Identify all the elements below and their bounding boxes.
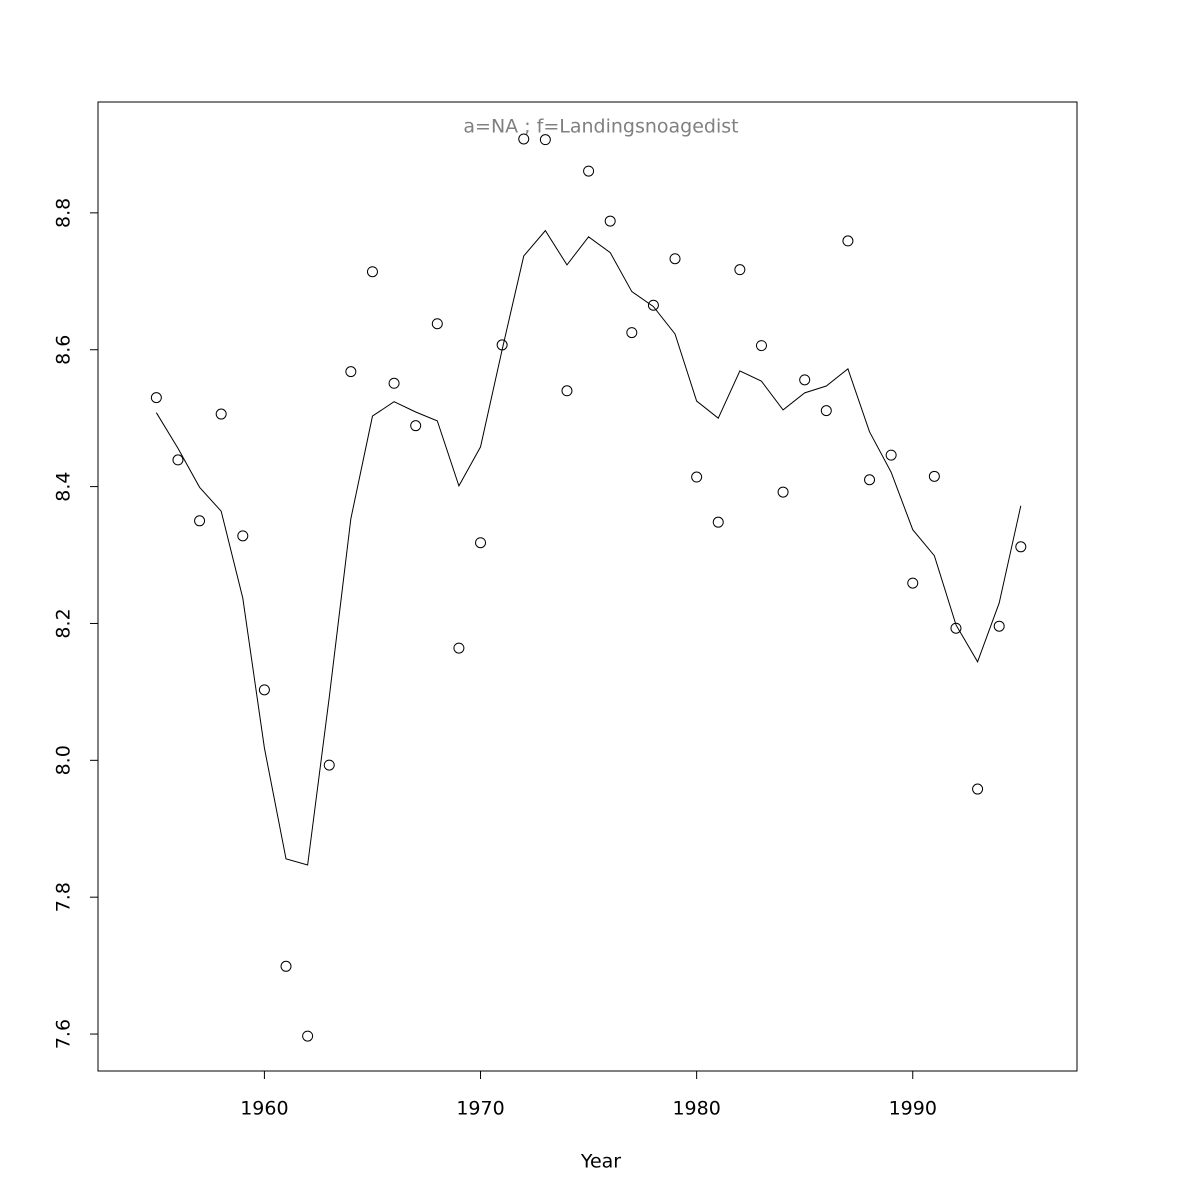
point [712,516,724,528]
y-tick-label: 8.0 [53,745,75,775]
point [258,684,270,696]
point [647,299,659,311]
point [734,264,746,276]
point [280,960,292,972]
y-tick-label: 8.2 [53,608,75,638]
point [583,165,595,177]
point [431,318,443,330]
point [604,215,616,227]
point [561,385,573,397]
point [820,405,832,417]
point [172,454,184,466]
x-tick-label: 1990 [889,1098,937,1120]
point [626,327,638,339]
point [777,486,789,498]
y-tick-label: 8.4 [53,471,75,501]
point [885,449,897,461]
point [194,515,206,527]
point [669,253,681,265]
x-axis-label: Year [580,1151,621,1173]
point [907,577,919,589]
point [1015,541,1027,553]
point [691,471,703,483]
point [842,235,854,247]
point [302,1030,314,1042]
line [155,229,1022,866]
y-tick-label: 7.6 [53,1019,75,1049]
x-tick-label: 1980 [672,1098,720,1120]
point [237,530,249,542]
x-tick-label: 1970 [456,1098,504,1120]
point [453,642,465,654]
point [410,420,422,432]
point [972,783,984,795]
x-tick-label: 1960 [240,1098,288,1120]
y-tick-label: 8.6 [53,335,75,365]
chart-title: a=NA ; f=Landingsnoagedist [463,116,738,138]
y-tick-label: 7.8 [53,882,75,912]
point [150,392,162,404]
y-tick-label: 8.8 [53,198,75,228]
point [388,377,400,389]
point [864,474,876,486]
point [799,374,811,386]
point [366,266,378,278]
point [539,134,551,146]
point [755,340,767,352]
point [518,133,530,145]
point [928,470,940,482]
point [345,366,357,378]
point [475,537,487,549]
point [323,759,335,771]
point [215,408,227,420]
plot-box [97,101,1078,1072]
point [993,620,1005,632]
